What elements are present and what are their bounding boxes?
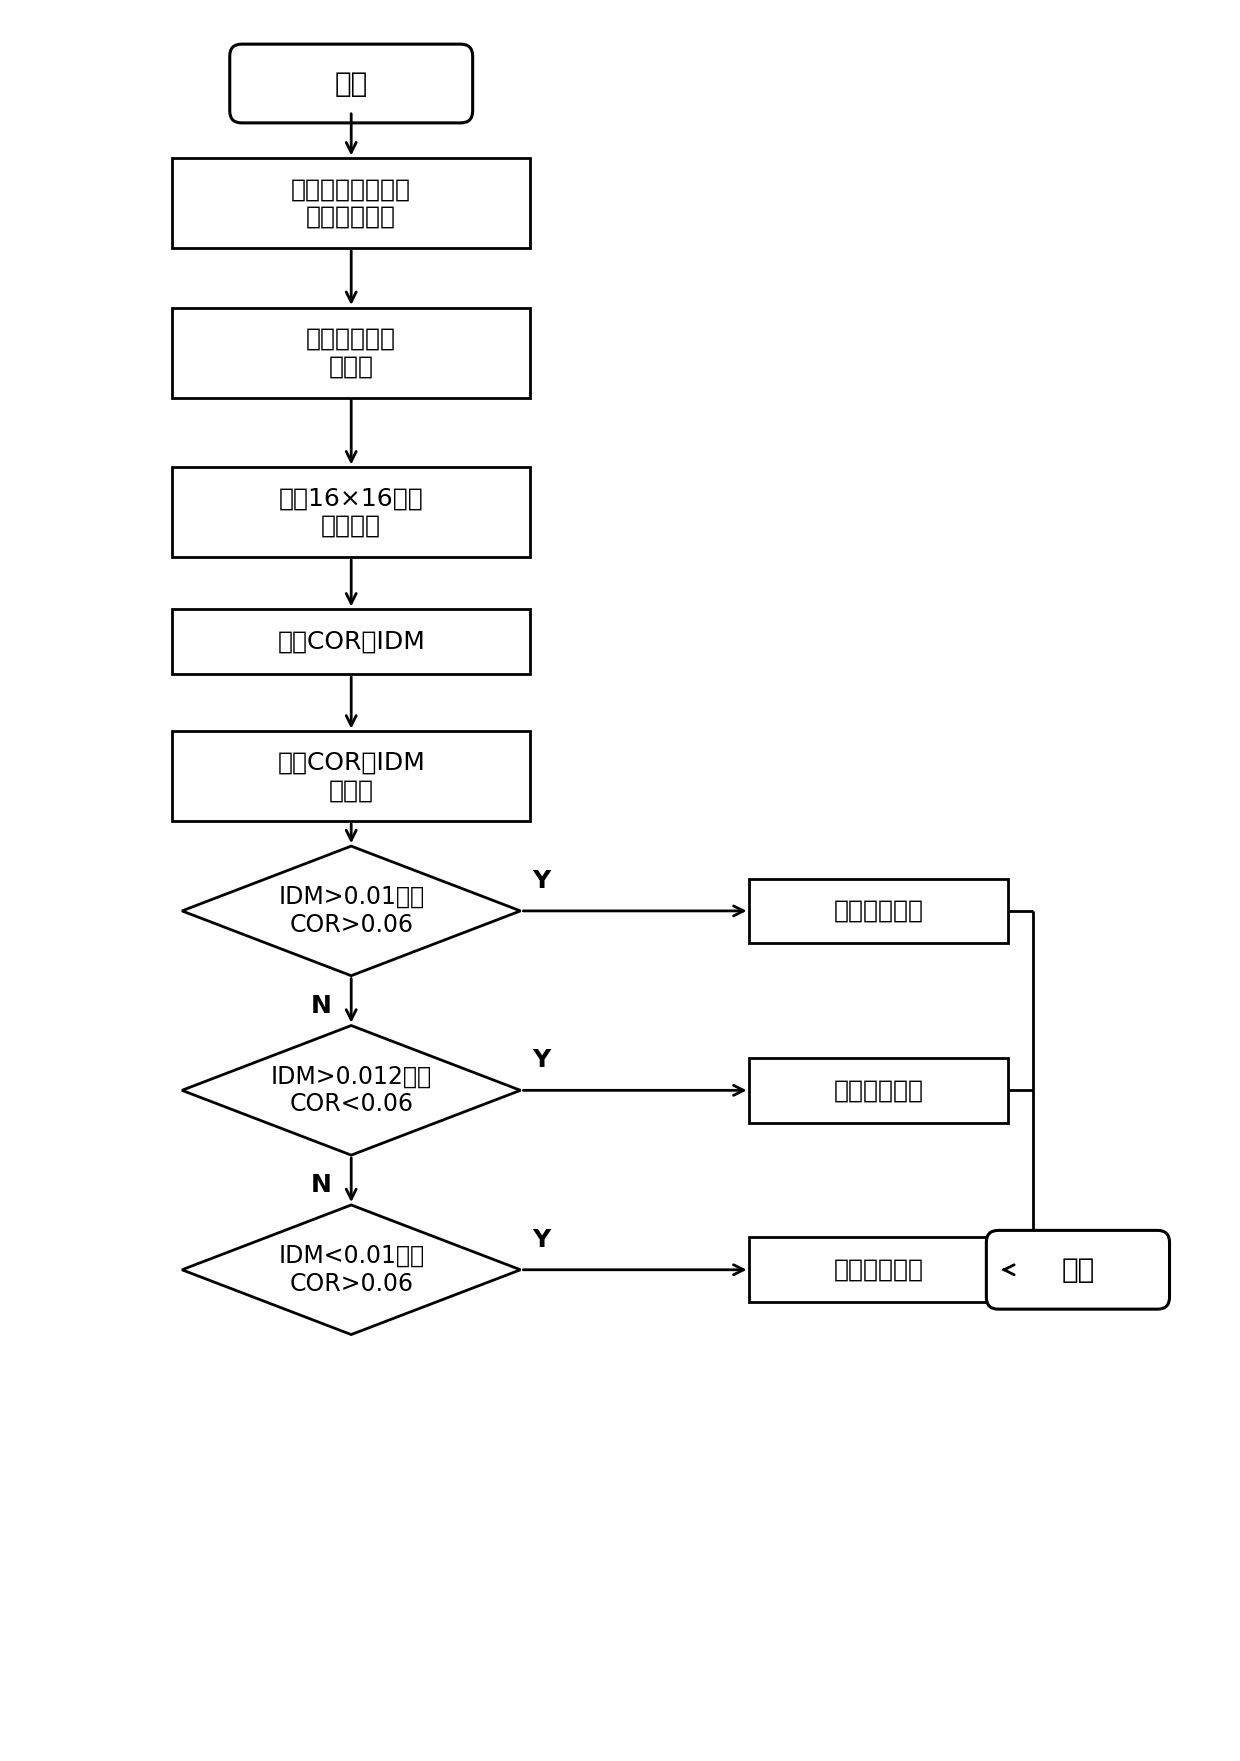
Text: 利用声学阵列采集
铁心声学图像: 利用声学阵列采集 铁心声学图像 bbox=[291, 178, 412, 229]
FancyBboxPatch shape bbox=[229, 44, 472, 123]
Bar bbox=[172, 731, 531, 821]
Text: 铁心压紧优良: 铁心压紧优良 bbox=[833, 898, 924, 923]
Bar bbox=[749, 1058, 1008, 1124]
FancyBboxPatch shape bbox=[986, 1231, 1169, 1308]
Text: N: N bbox=[311, 1173, 332, 1197]
Polygon shape bbox=[182, 845, 521, 976]
Text: Y: Y bbox=[532, 1048, 551, 1072]
Bar bbox=[172, 308, 531, 398]
Bar bbox=[172, 467, 531, 556]
Text: 铁心压紧中等: 铁心压紧中等 bbox=[833, 1078, 924, 1102]
Text: IDM>0.01，且
COR>0.06: IDM>0.01，且 COR>0.06 bbox=[278, 886, 424, 937]
Bar bbox=[749, 879, 1008, 944]
Bar bbox=[749, 1238, 1008, 1301]
Text: Y: Y bbox=[532, 868, 551, 893]
Text: IDM<0.01，且
COR>0.06: IDM<0.01，且 COR>0.06 bbox=[278, 1243, 424, 1296]
Text: 计算COR和IDM
标准差: 计算COR和IDM 标准差 bbox=[278, 750, 425, 803]
Polygon shape bbox=[182, 1025, 521, 1155]
Text: 铁心压紧一般: 铁心压紧一般 bbox=[833, 1257, 924, 1282]
Text: 生成16×16灰度
共生矩阵: 生成16×16灰度 共生矩阵 bbox=[279, 486, 424, 539]
Text: IDM>0.012，且
COR<0.06: IDM>0.012，且 COR<0.06 bbox=[270, 1064, 432, 1116]
Text: 开始: 开始 bbox=[335, 69, 368, 97]
Text: 结束: 结束 bbox=[1061, 1256, 1095, 1284]
Text: 将图像转换为
灰度图: 将图像转换为 灰度图 bbox=[306, 328, 397, 379]
Bar bbox=[172, 609, 531, 674]
Text: 计算COR和IDM: 计算COR和IDM bbox=[278, 630, 425, 653]
Text: N: N bbox=[311, 993, 332, 1018]
Text: Y: Y bbox=[532, 1227, 551, 1252]
Polygon shape bbox=[182, 1205, 521, 1335]
Bar bbox=[172, 158, 531, 248]
